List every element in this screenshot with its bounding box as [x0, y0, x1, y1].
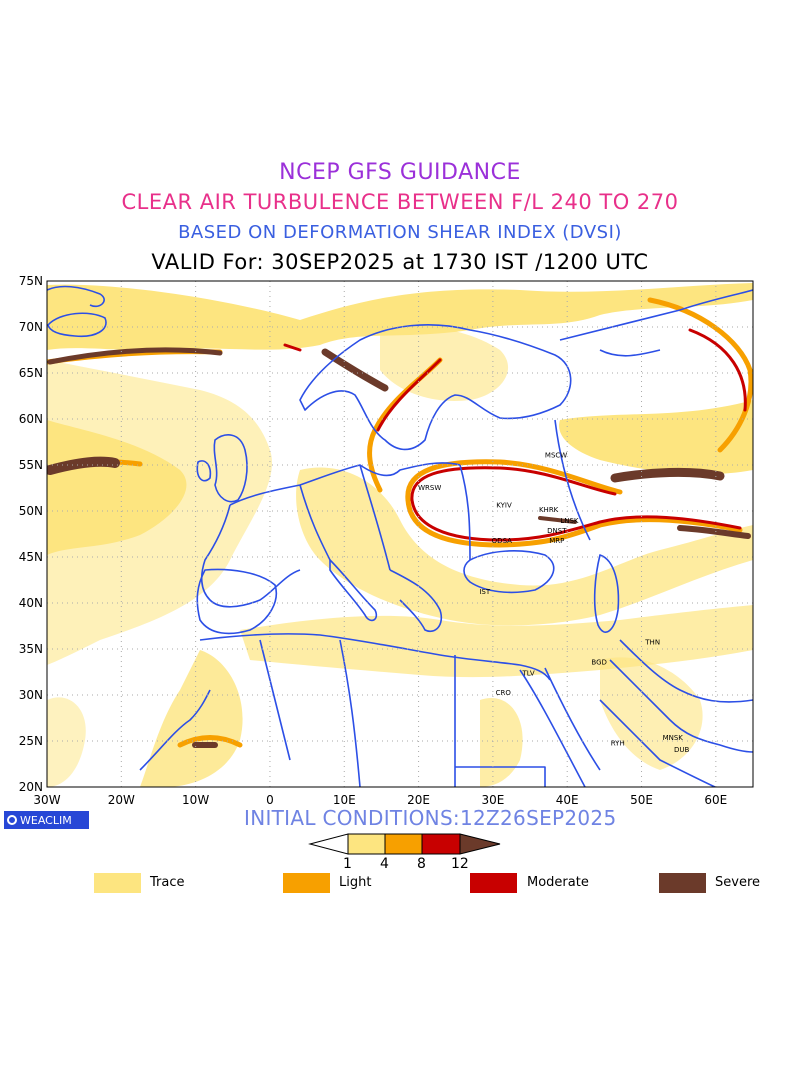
colorbar-high-arrow	[459, 833, 501, 855]
legend-swatch-moderate	[470, 873, 517, 893]
city-label-mrp: MRP	[549, 537, 564, 545]
lat-tick-label: 50N	[19, 504, 43, 518]
map-frame	[46, 280, 754, 788]
legend-label-light: Light	[339, 875, 372, 890]
legend-swatch-severe	[659, 873, 706, 893]
city-label-cro: CRO	[496, 689, 512, 697]
lat-tick-label: 75N	[19, 274, 43, 288]
title-index: BASED ON DEFORMATION SHEAR INDEX (DVSI)	[178, 222, 622, 243]
city-label-ist: IST	[479, 588, 491, 596]
lat-tick-label: 25N	[19, 734, 43, 748]
city-label-bgd: BGD	[591, 659, 607, 667]
city-label-dnst: DNST	[547, 527, 567, 535]
lat-tick-label: 40N	[19, 596, 43, 610]
legend-label-severe: Severe	[715, 875, 760, 890]
initial-conditions: INITIAL CONDITIONS:12Z26SEP2025	[244, 806, 617, 830]
lat-tick-label: 60N	[19, 412, 43, 426]
lon-tick-label: 30E	[481, 793, 504, 807]
legend-swatch-trace	[94, 873, 141, 893]
city-label-odsa: ODSA	[492, 537, 512, 545]
colorbar-tick-8: 8	[417, 856, 426, 872]
city-label-lnsk: LNSK	[560, 517, 579, 525]
title-guidance: NCEP GFS GUIDANCE	[279, 160, 521, 185]
colorbar-tick-1: 1	[343, 856, 352, 872]
city-label-ryh: RYH	[611, 740, 625, 748]
lon-tick-label: 10W	[182, 793, 209, 807]
lon-tick-label: 60E	[704, 793, 727, 807]
weaclim-logo: WEACLIM	[4, 811, 89, 829]
colorbar-light	[384, 833, 423, 855]
moderate-areas	[283, 328, 747, 542]
lon-tick-label: 30W	[33, 793, 60, 807]
lat-tick-label: 55N	[19, 458, 43, 472]
title-turbulence: CLEAR AIR TURBULENCE BETWEEN F/L 240 TO …	[121, 190, 679, 214]
coastlines	[47, 285, 753, 787]
lon-tick-label: 0	[266, 793, 274, 807]
legend-swatch-light	[283, 873, 330, 893]
colorbar-trace	[347, 833, 386, 855]
latitude-labels: 75N 70N 65N 60N 55N 50N 45N 40N 35N 30N 25N 20N	[19, 274, 43, 794]
city-label-khrk: KHRK	[539, 506, 559, 514]
lat-tick-label: 30N	[19, 688, 43, 702]
lon-tick-label: 10E	[333, 793, 356, 807]
longitude-labels: 30W 20W 10W 0 10E 20E 30E 40E 50E 60E	[33, 793, 727, 807]
turbulence-fields	[47, 283, 753, 787]
colorbar-tick-4: 4	[380, 856, 389, 872]
colorbar-tick-12: 12	[451, 856, 469, 872]
severe-areas	[47, 347, 751, 748]
legend-label-trace: Trace	[150, 875, 185, 890]
lon-tick-label: 20W	[108, 793, 135, 807]
lat-tick-label: 35N	[19, 642, 43, 656]
lat-tick-label: 20N	[19, 780, 43, 794]
title-valid-time: VALID For: 30SEP2025 at 1730 IST /1200 U…	[151, 250, 649, 274]
city-label-kyiv: KYIV	[496, 501, 512, 509]
city-label-tlv: TLV	[521, 670, 534, 678]
city-label-dub: DUB	[674, 746, 690, 754]
lon-tick-label: 20E	[407, 793, 430, 807]
legend-label-moderate: Moderate	[527, 875, 589, 890]
city-label-mnsk: MNSK	[663, 734, 684, 742]
colorbar-moderate	[421, 833, 461, 855]
colorbar-low-arrow	[308, 833, 349, 855]
lat-tick-label: 65N	[19, 366, 43, 380]
city-label-mscw: MSCW	[545, 452, 567, 460]
logo-ring-icon	[7, 815, 17, 825]
lat-tick-label: 45N	[19, 550, 43, 564]
lat-tick-label: 70N	[19, 320, 43, 334]
city-label-wrsw: WRSW	[418, 484, 441, 492]
lon-tick-label: 50E	[630, 793, 653, 807]
city-label-thn: THN	[644, 638, 660, 646]
lon-tick-label: 40E	[556, 793, 579, 807]
logo-text: WEACLIM	[20, 813, 72, 827]
city-labels: MSCW WRSW KYIV KHRK DNST LNSK ODSA MRP IST THN BGD…	[418, 452, 689, 754]
